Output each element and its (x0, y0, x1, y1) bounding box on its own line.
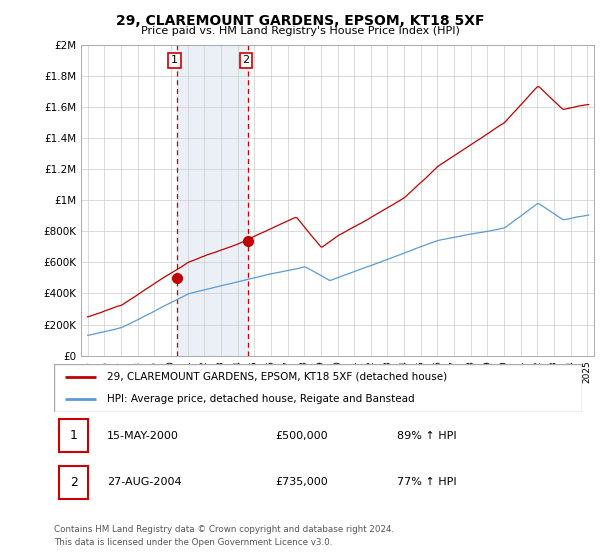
Text: 29, CLAREMOUNT GARDENS, EPSOM, KT18 5XF (detached house): 29, CLAREMOUNT GARDENS, EPSOM, KT18 5XF … (107, 372, 447, 382)
Text: Price paid vs. HM Land Registry's House Price Index (HPI): Price paid vs. HM Land Registry's House … (140, 26, 460, 36)
Text: HPI: Average price, detached house, Reigate and Banstead: HPI: Average price, detached house, Reig… (107, 394, 415, 404)
Text: 89% ↑ HPI: 89% ↑ HPI (397, 431, 457, 441)
Text: 27-AUG-2004: 27-AUG-2004 (107, 478, 181, 487)
Text: 15-MAY-2000: 15-MAY-2000 (107, 431, 179, 441)
Text: 1: 1 (70, 430, 78, 442)
Text: 29, CLAREMOUNT GARDENS, EPSOM, KT18 5XF: 29, CLAREMOUNT GARDENS, EPSOM, KT18 5XF (116, 14, 484, 28)
Text: 2: 2 (242, 55, 250, 66)
Text: £735,000: £735,000 (276, 478, 329, 487)
Text: £500,000: £500,000 (276, 431, 328, 441)
Text: This data is licensed under the Open Government Licence v3.0.: This data is licensed under the Open Gov… (54, 538, 332, 547)
Text: 2: 2 (70, 476, 78, 489)
Bar (59, 419, 88, 452)
Text: 1: 1 (171, 55, 178, 66)
Text: 77% ↑ HPI: 77% ↑ HPI (397, 478, 457, 487)
Bar (177, 45, 248, 356)
Text: Contains HM Land Registry data © Crown copyright and database right 2024.: Contains HM Land Registry data © Crown c… (54, 525, 394, 534)
Bar (59, 466, 88, 499)
